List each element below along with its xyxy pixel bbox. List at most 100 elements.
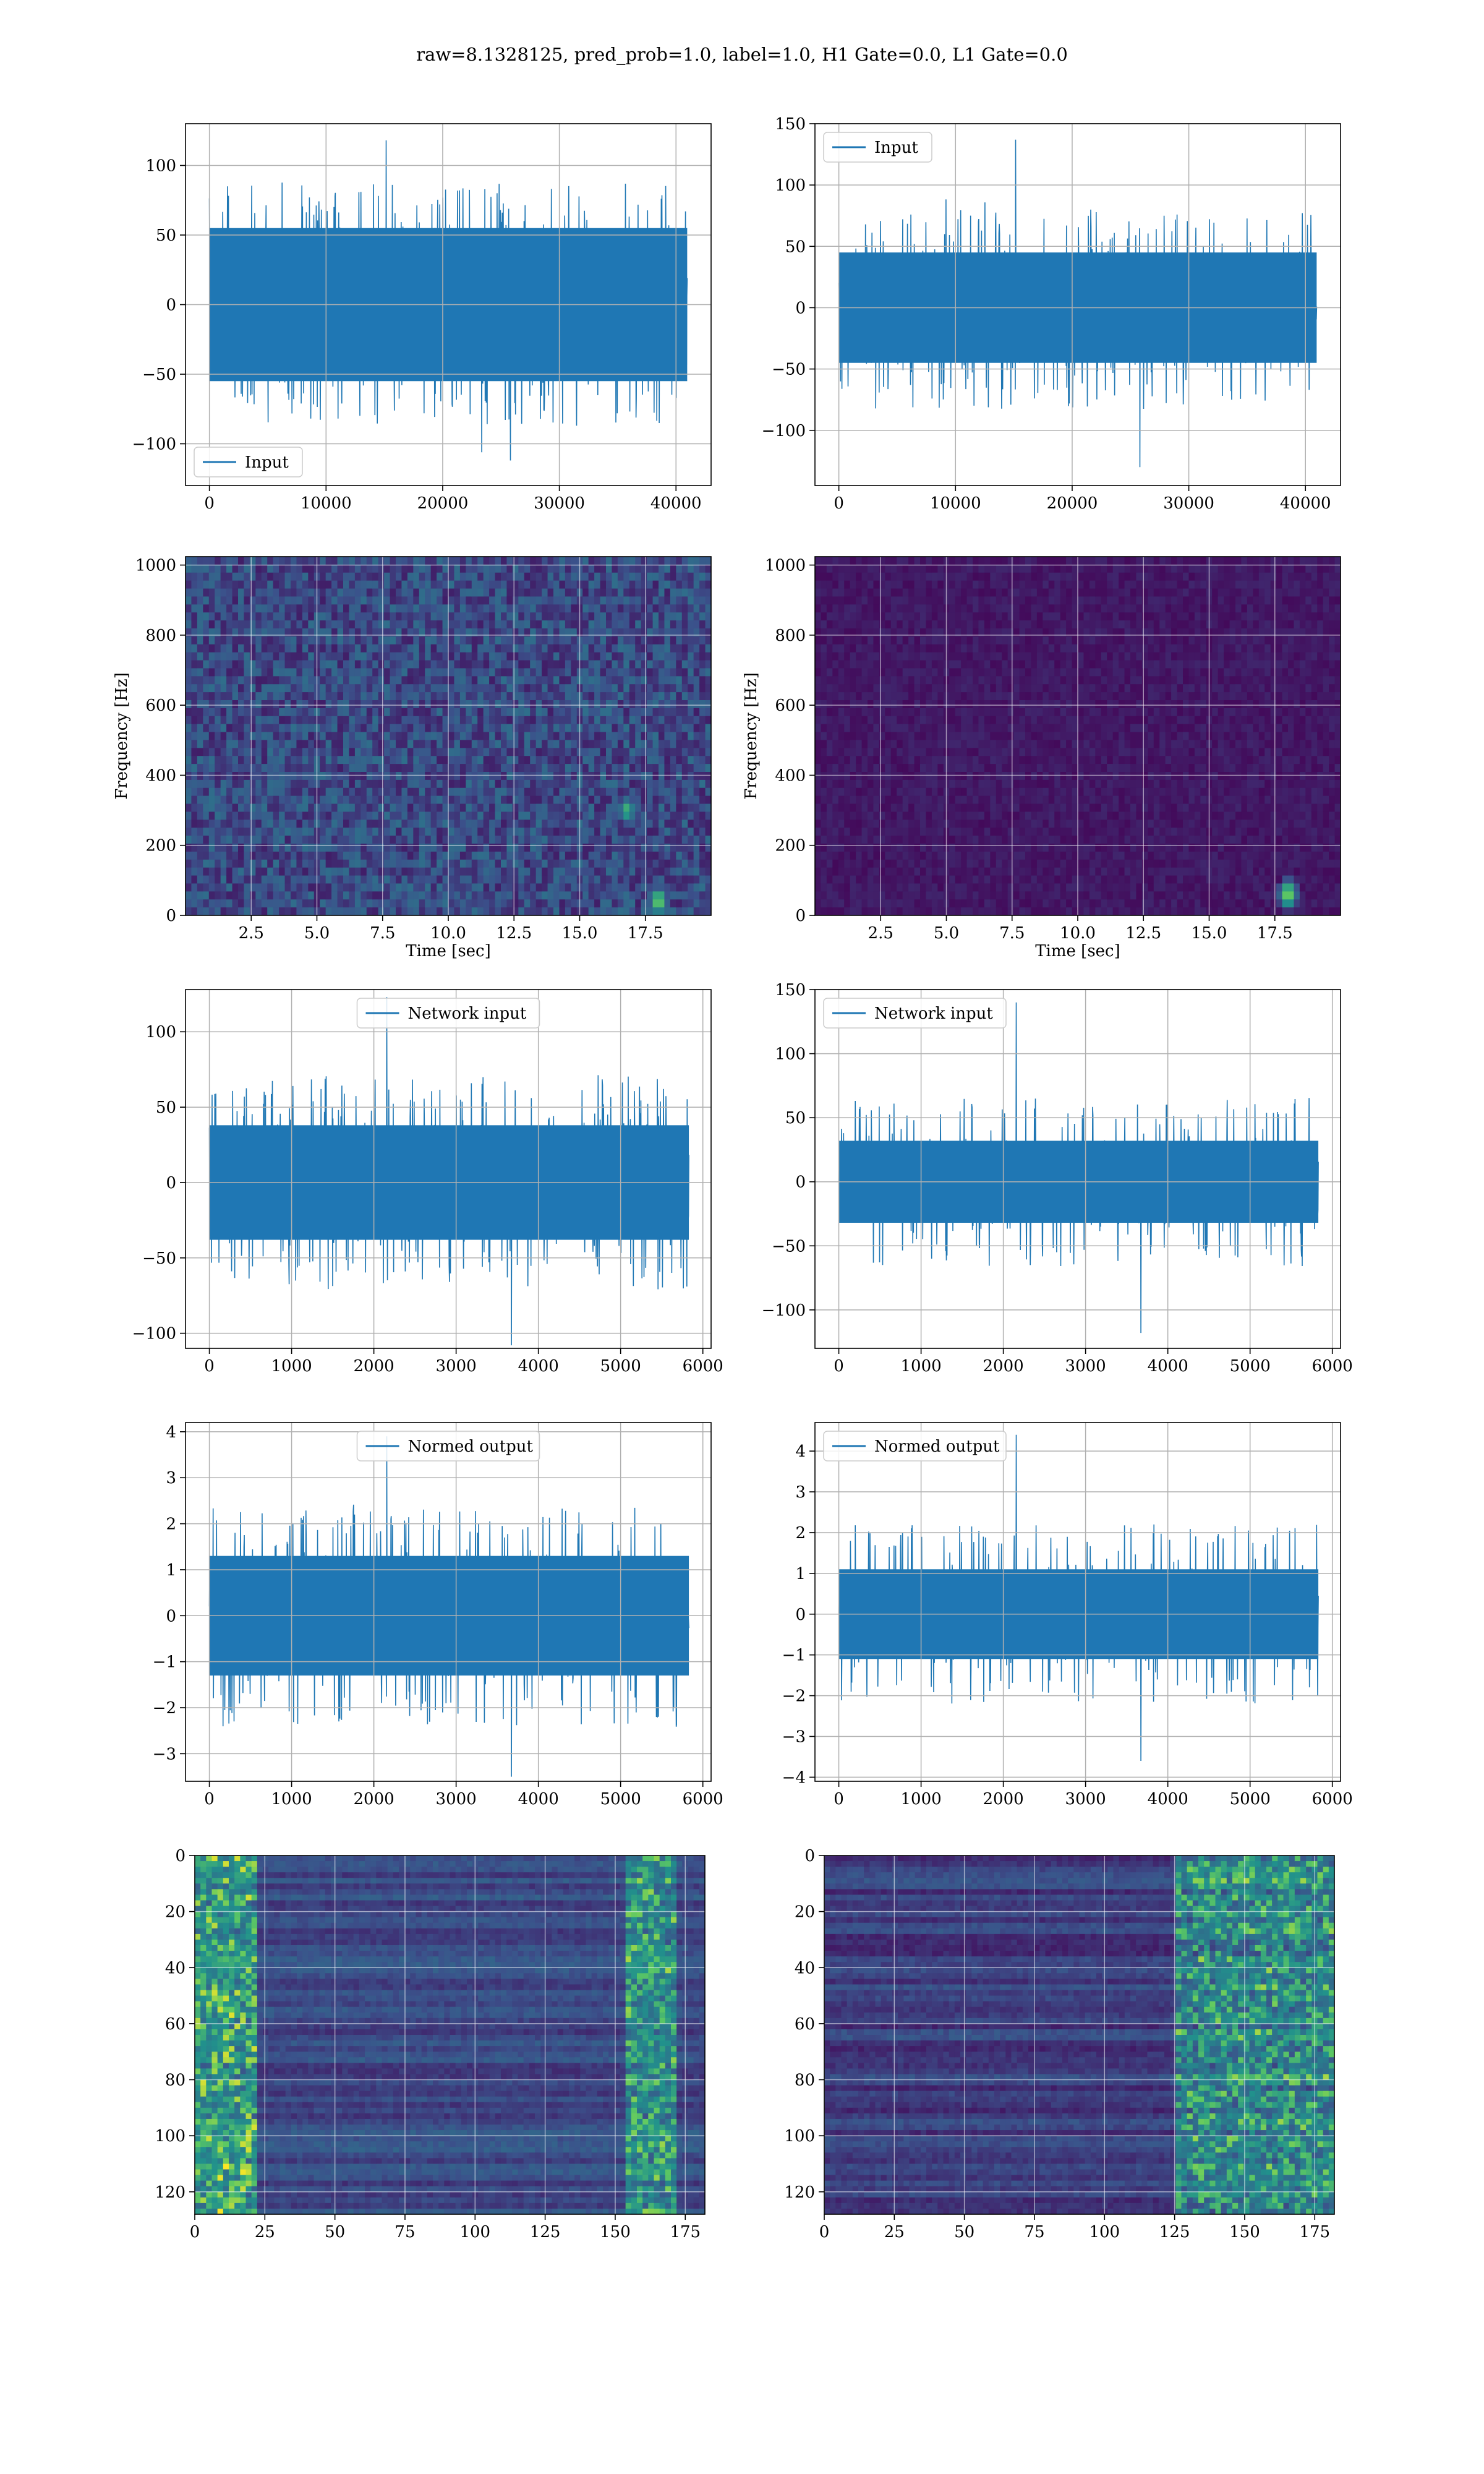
normed-output-right-x-tick-label: 2000 xyxy=(983,1790,1024,1808)
normed-output-left-axes: 0 1000 2000 3000 4000 5000 6000 −3 −2 −1 0 1 2 3 4 Norm… xyxy=(153,1422,723,1808)
network-input-right-y-tick-label: 0 xyxy=(795,1173,806,1192)
input-right-y-tick-label: 100 xyxy=(775,176,806,195)
normed-output-right-frame xyxy=(814,1422,1341,1782)
network-input-left-x-tick-label: 4000 xyxy=(518,1357,559,1376)
network-input-left-x-tick-label: 1000 xyxy=(271,1357,312,1376)
spec-left-y-tick-label: 1000 xyxy=(135,557,176,575)
network-input-right-x-tick-label: 1000 xyxy=(901,1357,942,1376)
normed-output-right-x-tick-label: 4000 xyxy=(1148,1790,1188,1808)
spec-right-y-tick-label: 1000 xyxy=(765,557,806,575)
network-input-left-legend-label: Network input xyxy=(408,1004,527,1023)
normed-output-left-legend: Normed output xyxy=(356,1431,540,1462)
input-left-x-tick-label: 40000 xyxy=(650,494,702,513)
spec-left-x-tick-label: 5.0 xyxy=(304,924,330,943)
spec-right-content xyxy=(815,557,1341,915)
network-input-left-y-tick-label: 0 xyxy=(166,1174,176,1192)
normed-output-left-y-tick-label: −1 xyxy=(153,1653,176,1672)
normed-output-right-y-tick-label: −2 xyxy=(782,1687,806,1706)
network-input-right-y-tick-label: 100 xyxy=(775,1045,806,1064)
spec-right-y-tick-label: 200 xyxy=(775,837,806,855)
input-right-x-tick-label: 30000 xyxy=(1163,494,1214,513)
input-left-x-tick-label: 10000 xyxy=(301,494,352,513)
network-input-left-x-tick-label: 2000 xyxy=(354,1357,394,1376)
input-left-x-tick-label: 20000 xyxy=(417,494,469,513)
feature-map-right-x-tick-label: 125 xyxy=(1159,2223,1190,2241)
feature-map-left-x-tick-label: 125 xyxy=(530,2223,561,2241)
feature-map-left-content xyxy=(195,1856,705,2214)
feature-map-right-y-tick-label: 60 xyxy=(795,2015,815,2034)
input-right-legend: Input xyxy=(823,132,932,163)
input-right-x-tick-label: 10000 xyxy=(930,494,981,513)
feature-map-right-axes: 0 25 50 75 100 125 150 175 0 20 40 60 80 100 120 xyxy=(784,1847,1335,2241)
input-right-y-tick-label: −50 xyxy=(772,361,806,379)
feature-map-left-y-tick-label: 60 xyxy=(165,2015,186,2034)
network-input-right-legend: Network input xyxy=(823,998,1007,1029)
spec-left-x-axis-label: Time [sec] xyxy=(406,942,491,961)
network-input-left-y-tick-label: −100 xyxy=(132,1325,176,1343)
network-input-right-y-tick-label: −100 xyxy=(762,1301,806,1320)
spec-right-x-tick-label: 5.0 xyxy=(934,924,959,943)
normed-output-right-y-tick-label: −3 xyxy=(782,1728,806,1747)
normed-output-right-legend: Normed output xyxy=(823,1431,1007,1462)
spec-right-y-tick-label: 400 xyxy=(775,766,806,785)
normed-output-left-y-tick-label: 3 xyxy=(166,1469,176,1487)
normed-output-right-y-tick-label: 0 xyxy=(795,1606,806,1624)
feature-map-left-y-tick-label: 100 xyxy=(155,2127,186,2146)
spec-right-x-tick-label: 7.5 xyxy=(999,924,1025,943)
normed-output-right-x-tick-label: 3000 xyxy=(1065,1790,1106,1808)
spec-left-y-tick-label: 800 xyxy=(145,627,176,645)
input-left-axes: 0 10000 20000 30000 40000 −100 −50 0 50 100 Input xyxy=(132,123,712,513)
feature-map-right-frame xyxy=(824,1855,1335,2215)
network-input-right-x-tick-label: 0 xyxy=(834,1357,844,1376)
network-input-right-axes: 0 1000 2000 3000 4000 5000 6000 −100 −50 0 50 100 15… xyxy=(762,981,1353,1376)
network-input-left-y-tick-label: −50 xyxy=(142,1249,176,1268)
network-input-left-axes: 0 1000 2000 3000 4000 5000 6000 −100 −50 0 50 100 Ne… xyxy=(132,989,723,1376)
feature-map-right-x-tick-label: 175 xyxy=(1299,2223,1330,2241)
spec-left-y-tick-label: 0 xyxy=(166,907,176,925)
normed-output-right-axes: 0 1000 2000 3000 4000 5000 6000 −4 −3 −2 −1 0 1 2 3 4 No… xyxy=(782,1422,1353,1808)
spec-right-axes: 2.5 5.0 7.5 10.0 12.5 15.0 17.5 0 200 400 600 800 10… xyxy=(742,556,1341,961)
normed-output-left-y-tick-label: 2 xyxy=(166,1515,176,1534)
normed-output-right-x-tick-label: 0 xyxy=(834,1790,844,1808)
spec-left-x-tick-label: 2.5 xyxy=(239,924,264,943)
input-left-y-tick-label: 100 xyxy=(145,157,176,176)
figure-suptitle: raw=8.1328125, pred_prob=1.0, label=1.0,… xyxy=(416,44,1068,66)
network-input-right-x-tick-label: 4000 xyxy=(1148,1357,1188,1376)
feature-map-left-x-tick-label: 175 xyxy=(670,2223,701,2241)
feature-map-left-x-tick-label: 25 xyxy=(255,2223,275,2241)
input-right-x-tick-label: 20000 xyxy=(1047,494,1098,513)
network-input-right-y-tick-label: 150 xyxy=(775,981,806,999)
feature-map-right-x-tick-label: 100 xyxy=(1089,2223,1120,2241)
feature-map-left-frame xyxy=(194,1855,706,2215)
feature-map-left-x-tick-label: 75 xyxy=(394,2223,415,2241)
input-right-x-tick-label: 0 xyxy=(834,494,844,513)
normed-output-right-x-tick-label: 1000 xyxy=(901,1790,942,1808)
normed-output-left-y-tick-label: −2 xyxy=(153,1699,176,1718)
normed-output-left-x-tick-label: 3000 xyxy=(436,1790,477,1808)
feature-map-right-y-tick-label: 40 xyxy=(795,1959,815,1977)
network-input-right-x-tick-label: 3000 xyxy=(1065,1357,1106,1376)
input-left-x-tick-label: 0 xyxy=(204,494,215,513)
normed-output-right-y-tick-label: 3 xyxy=(795,1483,806,1502)
normed-output-left-x-tick-label: 2000 xyxy=(354,1790,394,1808)
input-left-y-tick-label: 50 xyxy=(156,226,176,245)
network-input-left-frame xyxy=(185,989,712,1349)
spec-left-axes: 2.5 5.0 7.5 10.0 12.5 15.0 17.5 0 200 400 600 800 10… xyxy=(113,556,712,961)
feature-map-left-x-tick-label: 0 xyxy=(190,2223,200,2241)
spec-left-y-tick-label: 200 xyxy=(145,837,176,855)
network-input-right-x-tick-label: 2000 xyxy=(983,1357,1024,1376)
normed-output-right-legend-label: Normed output xyxy=(874,1437,1000,1456)
input-right-y-tick-label: 50 xyxy=(785,238,806,256)
normed-output-left-legend-label: Normed output xyxy=(408,1437,534,1456)
feature-map-left-y-tick-label: 80 xyxy=(165,2071,186,2090)
spec-right-x-tick-label: 12.5 xyxy=(1125,924,1161,943)
network-input-right-legend-label: Network input xyxy=(874,1004,993,1023)
input-left-y-tick-label: −100 xyxy=(132,435,176,454)
spec-left-y-tick-label: 600 xyxy=(145,696,176,715)
feature-map-right-x-tick-label: 0 xyxy=(819,2223,830,2241)
input-right-frame xyxy=(814,123,1341,486)
network-input-left-x-tick-label: 5000 xyxy=(600,1357,641,1376)
input-right-y-tick-label: 0 xyxy=(795,299,806,317)
normed-output-left-y-tick-label: 4 xyxy=(166,1423,176,1442)
input-left-legend-label: Input xyxy=(245,453,289,472)
